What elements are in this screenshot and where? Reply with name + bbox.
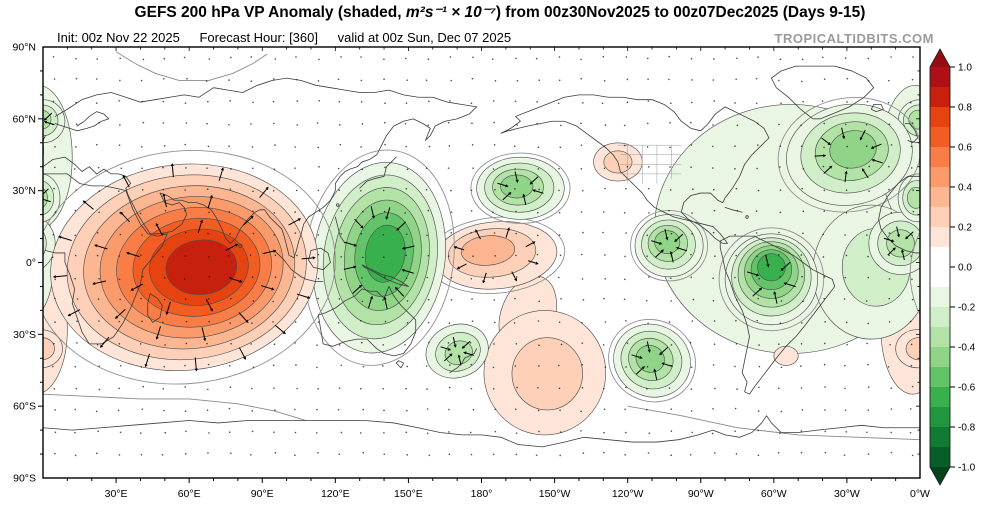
colorbar-tick-label: 0.8 bbox=[958, 103, 972, 114]
title-prefix: GEFS 200 hPa VP Anomaly (shaded, bbox=[134, 4, 406, 21]
lon-tick-label: 150°E bbox=[394, 488, 423, 500]
chart-title: GEFS 200 hPa VP Anomaly (shaded, m²s⁻¹ ×… bbox=[0, 3, 1000, 22]
lon-tick-label: 180° bbox=[471, 488, 493, 500]
colorbar-tick-label: -1.0 bbox=[958, 463, 976, 474]
colorbar-tick-label: 0.4 bbox=[958, 183, 972, 194]
lat-tick-label: 60°N bbox=[13, 113, 36, 125]
title-units: m²s⁻¹ × 10⁻⁷ bbox=[405, 4, 496, 21]
lon-tick-label: 150°W bbox=[539, 488, 571, 500]
map-content bbox=[43, 51, 920, 457]
tropicaltidbits-watermark: TROPICALTIDBITS.COM bbox=[774, 31, 934, 46]
lon-tick-label: 30°E bbox=[105, 488, 128, 500]
lat-tick-label: 90°S bbox=[13, 473, 36, 485]
wind-dot-grid bbox=[51, 55, 915, 457]
lon-tick-label: 90°W bbox=[688, 488, 714, 500]
wind-arrows bbox=[43, 112, 914, 381]
lat-tick-label: 0° bbox=[26, 257, 36, 269]
colorbar-tick-label: 0.2 bbox=[958, 223, 972, 234]
forecast-hour: Forecast Hour: [360] bbox=[199, 30, 318, 45]
colorbar-tick-label: -0.4 bbox=[958, 343, 976, 354]
colorbar: 1.0 0.8 0.6 0.4 0.2 0.0 -0.2 -0.4 -0.6 -0.8 -1.0 bbox=[929, 48, 976, 486]
colorbar-tick-label: 0.6 bbox=[958, 143, 972, 154]
colorbar-tick-label: -0.6 bbox=[958, 383, 976, 394]
axes: 30°E 60°E 90°E 120°E 150°E 180° 150°W 120°W 90°W… bbox=[13, 42, 931, 501]
colorbar-tick-label: -0.8 bbox=[958, 423, 976, 434]
colorbar-tick-label: -0.2 bbox=[958, 303, 976, 314]
lon-tick-label: 60°W bbox=[761, 488, 787, 500]
lat-tick-label: 60°S bbox=[13, 401, 36, 413]
lon-tick-label: 120°E bbox=[321, 488, 350, 500]
init-time: Init: 00z Nov 22 2025 bbox=[57, 30, 180, 45]
colorbar-tick-label: 1.0 bbox=[958, 63, 972, 74]
lon-tick-label: 0°W bbox=[910, 488, 930, 500]
colorbar-tick-label: 0.0 bbox=[958, 263, 972, 274]
valid-time: valid at 00z Sun, Dec 07 2025 bbox=[337, 30, 512, 45]
lon-tick-label: 120°W bbox=[612, 488, 644, 500]
lat-tick-label: 30°N bbox=[13, 185, 36, 197]
chart-subtitle: Init: 00z Nov 22 2025 Forecast Hour: [36… bbox=[57, 30, 527, 45]
lat-tick-label: 90°N bbox=[13, 42, 36, 54]
lon-tick-label: 60°E bbox=[178, 488, 201, 500]
lon-tick-label: 90°E bbox=[251, 488, 274, 500]
title-suffix: ) from 00z30Nov2025 to 00z07Dec2025 (Day… bbox=[495, 4, 866, 21]
lon-tick-label: 30°W bbox=[834, 488, 860, 500]
lat-tick-label: 30°S bbox=[13, 329, 36, 341]
